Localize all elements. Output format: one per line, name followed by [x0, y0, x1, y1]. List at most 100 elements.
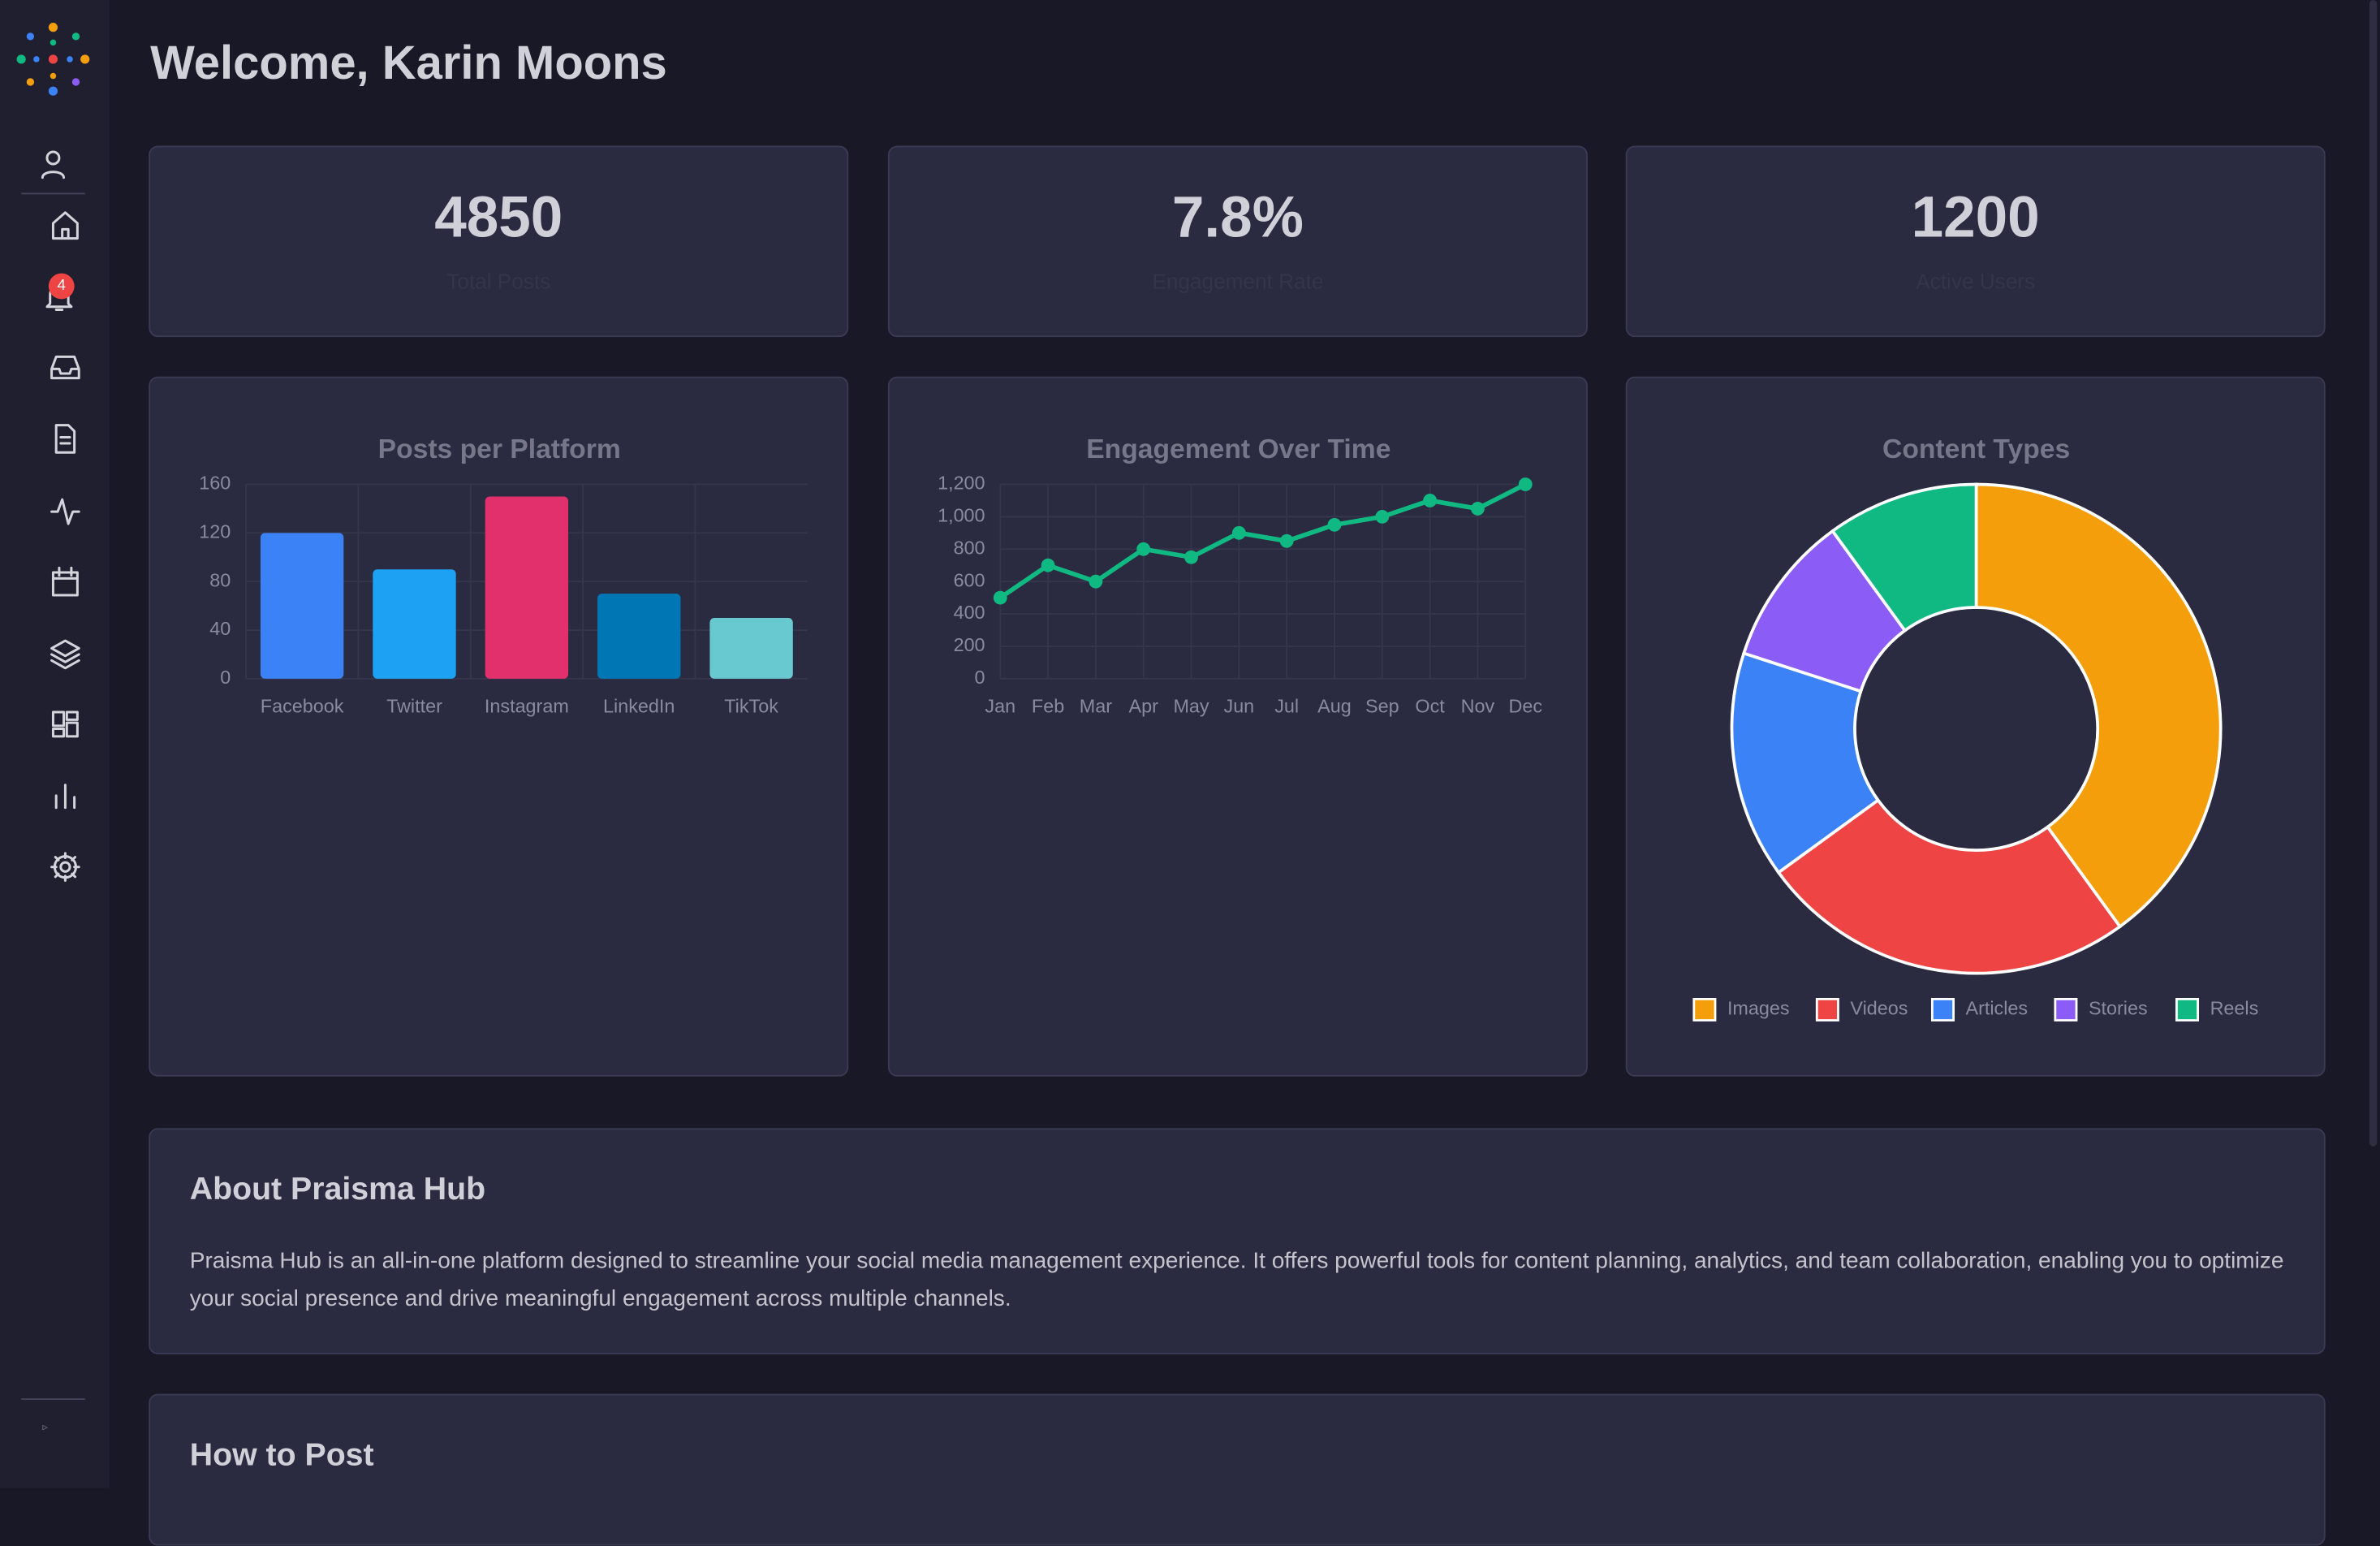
stat-value: 1200 — [1911, 186, 2040, 251]
legend-swatch — [2175, 997, 2200, 1021]
point — [1471, 502, 1485, 516]
y-tick-label: 0 — [220, 667, 231, 688]
about-card: About Praisma Hub Praisma Hub is an all-… — [149, 1128, 2326, 1354]
x-tick-label: Aug — [1317, 696, 1352, 717]
x-tick-label: Dec — [1508, 696, 1542, 717]
point — [1423, 494, 1438, 507]
x-tick-label: Jul — [1274, 696, 1299, 717]
layers-icon[interactable] — [49, 636, 82, 670]
y-tick-label: 0 — [975, 667, 985, 688]
page-title: Welcome, Karin Moons — [150, 36, 667, 90]
bar — [709, 618, 793, 679]
x-tick-label: Nov — [1461, 696, 1495, 717]
donut-chart: Content Types Images Videos Articles Stories… — [1692, 434, 2258, 1021]
legend-label: Videos — [1850, 998, 1908, 1019]
donut-slice — [1830, 482, 1978, 633]
y-tick-label: 160 — [199, 473, 231, 494]
stat-card: 4850 Total Posts — [149, 145, 849, 338]
calendar-icon[interactable] — [49, 565, 82, 598]
point — [1279, 533, 1294, 548]
y-tick-label: 40 — [209, 618, 231, 639]
legend-swatch — [1815, 997, 1839, 1021]
chart-title: Content Types — [1882, 434, 2070, 464]
point — [993, 590, 1007, 605]
chart-title: Engagement Over Time — [1086, 434, 1390, 464]
inbox-icon[interactable] — [49, 351, 82, 384]
chart-icon[interactable] — [49, 779, 82, 812]
stat-value: 4850 — [434, 186, 563, 251]
settings-icon[interactable] — [49, 850, 82, 883]
divider — [21, 192, 85, 195]
how-to-card: How to Post — [149, 1393, 2326, 1546]
scrollbar[interactable] — [2369, 0, 2378, 1147]
point — [1375, 509, 1390, 524]
y-tick-label: 800 — [954, 537, 985, 558]
home-icon[interactable] — [49, 208, 82, 241]
x-tick-label: May — [1173, 696, 1209, 717]
x-tick-label: Feb — [1032, 696, 1064, 717]
x-tick-label: Jan — [985, 696, 1015, 717]
stat-card: 7.8% Engagement Rate — [887, 145, 1588, 338]
x-tick-label: Apr — [1129, 696, 1159, 717]
point — [1327, 517, 1342, 532]
y-tick-label: 80 — [209, 569, 231, 590]
grid-icon[interactable] — [49, 707, 82, 741]
legend-label: Stories — [2089, 998, 2148, 1019]
point — [1231, 525, 1246, 540]
section-title: How to Post — [189, 1437, 374, 1473]
profile-icon[interactable] — [37, 147, 70, 180]
chart-card: Engagement Over Time 0 200 400 600 800 1,000 1,… — [887, 376, 1588, 1077]
donut-slice — [1776, 797, 2123, 975]
line — [998, 482, 1527, 600]
activity-icon[interactable] — [49, 494, 82, 527]
y-tick-label: 1,000 — [938, 505, 985, 526]
x-tick-label: Instagram — [485, 696, 569, 717]
section-title: About Praisma Hub — [189, 1172, 486, 1207]
chart-card: Posts per Platform 0 40 80 120 160 Facebook Twi… — [149, 376, 849, 1077]
x-tick-label: Sep — [1365, 696, 1399, 717]
stat-card: 1200 Active Users — [1625, 145, 2326, 338]
x-tick-label: Jun — [1224, 696, 1255, 717]
legend-swatch — [1692, 997, 1717, 1021]
point — [1041, 558, 1055, 572]
legend-swatch — [1930, 997, 1955, 1021]
donut-slice — [1974, 482, 2223, 929]
stat-value: 7.8% — [1171, 186, 1304, 251]
point — [1136, 542, 1151, 556]
sidebar: 4 ▹ — [0, 0, 110, 1488]
chart-title: Posts per Platform — [378, 434, 621, 464]
stat-label: Total Posts — [446, 268, 551, 293]
stat-label: Active Users — [1916, 268, 2036, 293]
legend-label: Images — [1727, 998, 1790, 1019]
stat-label: Engagement Rate — [1152, 268, 1324, 293]
bar — [260, 533, 344, 679]
legend-swatch — [2054, 997, 2078, 1021]
bar — [373, 569, 456, 679]
x-tick-label: Facebook — [261, 696, 344, 717]
chart-card: Content Types Images Videos Articles Stories… — [1625, 376, 2326, 1077]
notification-badge: 4 — [48, 273, 75, 300]
line-chart: Engagement Over Time 0 200 400 600 800 1,000 1,… — [938, 434, 1542, 717]
document-icon[interactable] — [49, 422, 82, 456]
y-tick-label: 200 — [954, 634, 985, 655]
y-tick-label: 600 — [954, 569, 985, 590]
bar — [485, 496, 569, 679]
x-tick-label: Oct — [1415, 696, 1445, 717]
x-tick-label: Mar — [1080, 696, 1112, 717]
collapse-toggle[interactable]: ▹ — [42, 1423, 48, 1434]
x-tick-label: LinkedIn — [603, 696, 675, 717]
donut-slice — [1730, 651, 1881, 875]
point — [1518, 477, 1533, 491]
y-tick-label: 400 — [954, 602, 985, 623]
x-tick-label: Twitter — [386, 696, 442, 717]
logo[interactable] — [15, 21, 91, 97]
section-text: Praisma Hub is an all-in-one platform de… — [189, 1248, 2284, 1312]
point — [1089, 574, 1103, 589]
y-tick-label: 1,200 — [938, 473, 985, 494]
point — [1184, 550, 1198, 564]
bar-chart: Posts per Platform 0 40 80 120 160 Facebook Twi… — [199, 434, 808, 717]
bar — [597, 594, 681, 679]
divider — [21, 1398, 85, 1401]
